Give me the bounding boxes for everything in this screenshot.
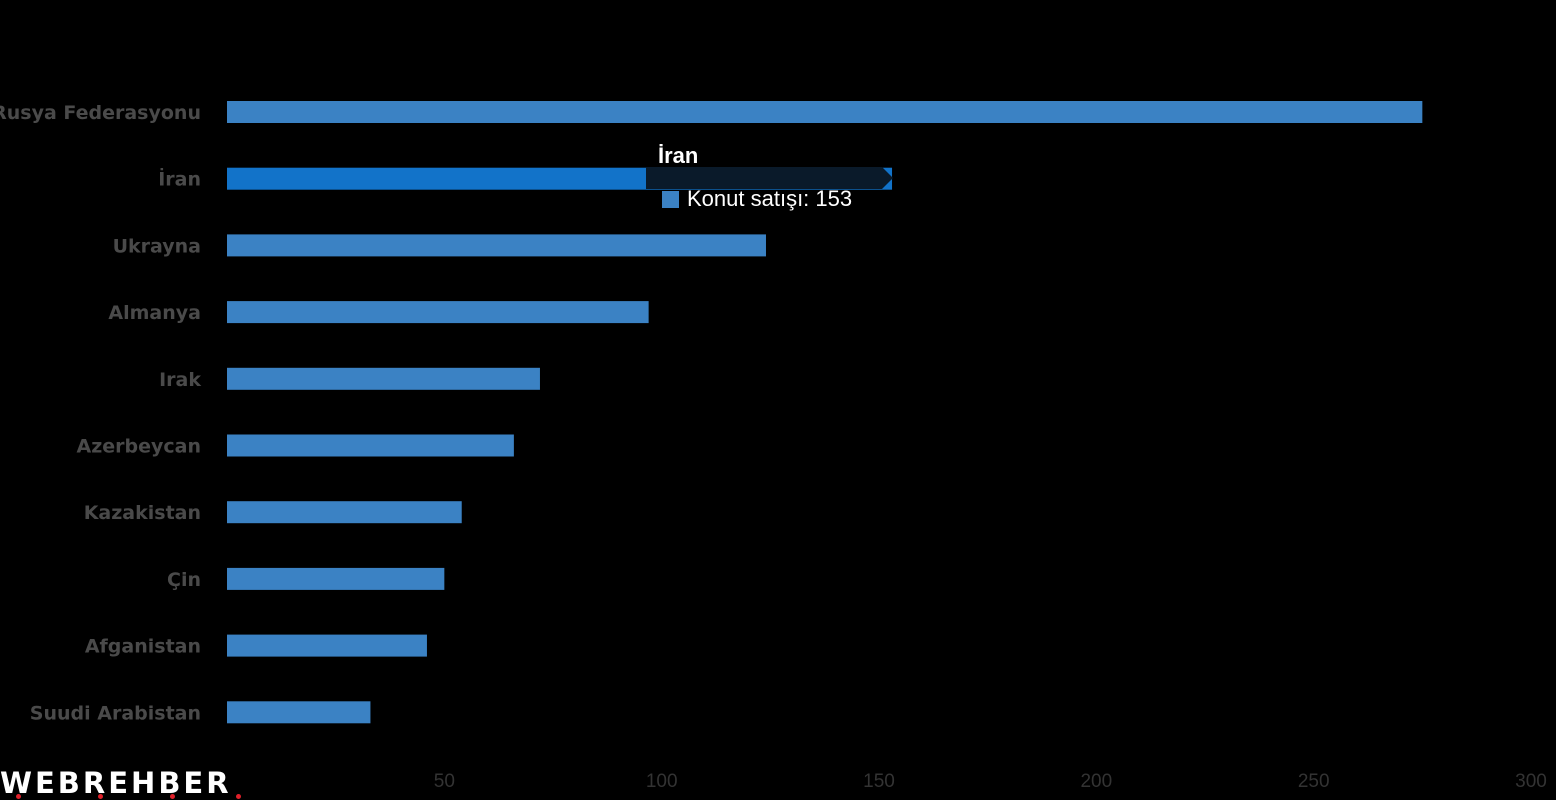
bar-0[interactable] (227, 101, 1423, 123)
bar-5[interactable] (227, 434, 514, 457)
x-tick-label: 50 (434, 771, 455, 792)
x-tick-label: 250 (1298, 771, 1330, 792)
tooltip-value-text: Konut satışı: 153 (687, 186, 853, 211)
logo-dot (98, 794, 103, 799)
webrehber-logo: WEBREHBER (0, 766, 241, 800)
tooltip-title: İran (658, 143, 699, 168)
category-label: Rusya Federasyonu (0, 102, 201, 124)
logo-text: WEBREHBER (0, 766, 232, 800)
category-label: Ukrayna (113, 235, 201, 257)
bar-7[interactable] (227, 567, 445, 590)
bar-9[interactable] (227, 701, 371, 724)
category-label: Almanya (108, 302, 201, 324)
bar-3[interactable] (227, 301, 649, 324)
category-label: İran (158, 167, 201, 191)
x-tick-label: 100 (646, 771, 678, 792)
category-label: Azerbeycan (76, 436, 201, 458)
bar-4[interactable] (227, 367, 540, 390)
category-label: Irak (159, 369, 201, 391)
bar-2[interactable] (227, 234, 766, 257)
tooltip-row: Konut satışı: 153 (662, 186, 852, 212)
x-tick-label: 200 (1080, 771, 1112, 792)
logo-dot (236, 794, 241, 799)
category-label: Suudi Arabistan (30, 702, 201, 724)
tooltip-arrow (882, 167, 893, 189)
bar-6[interactable] (227, 501, 462, 524)
logo-dot (16, 794, 21, 799)
bar-8[interactable] (227, 634, 427, 657)
tooltip-series-swatch (662, 190, 679, 208)
x-tick-label: 300 (1515, 771, 1547, 792)
category-label: Kazakistan (84, 502, 201, 524)
category-label: Afganistan (85, 636, 201, 658)
chart-tooltip: İran Konut satışı: 153 (646, 141, 893, 215)
logo-dot (170, 794, 175, 799)
x-tick-label: 150 (863, 771, 895, 792)
tooltip-body (646, 167, 882, 189)
category-label: Çin (167, 569, 201, 591)
